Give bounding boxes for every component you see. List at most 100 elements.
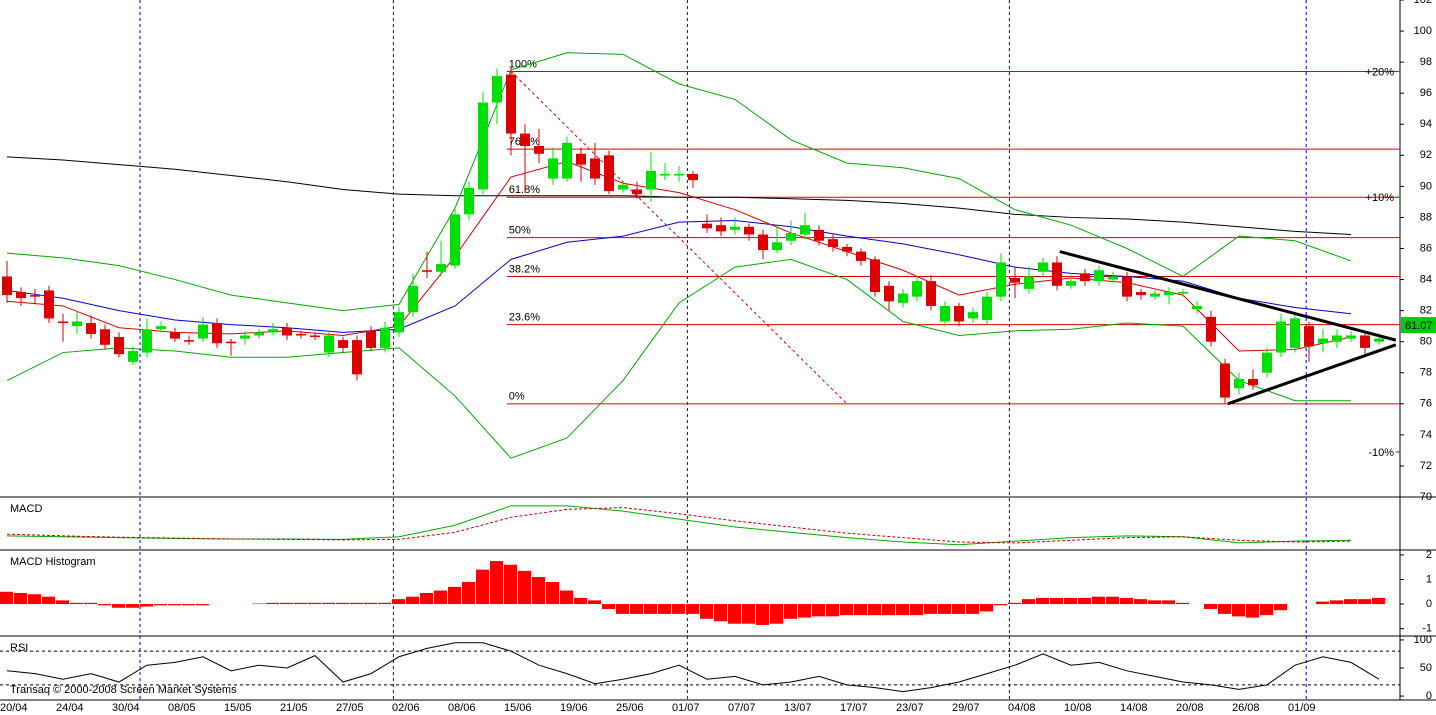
x-tick-label: 30/04 [112,702,140,714]
y-tick-label: -1 [1422,623,1432,635]
indicator-line [6,156,1352,236]
y-tick-label: 84 [1420,273,1432,285]
x-tick-label: 21/05 [280,702,308,714]
x-tick-label: 24/04 [56,702,84,714]
candle-body [758,234,768,251]
candle-body [548,158,558,179]
candle-body [786,232,796,241]
candle-body [842,246,852,252]
histogram-bar [1274,604,1287,611]
histogram-bar [0,591,13,605]
y-tick-label: 0 [1426,598,1432,610]
candle-body [702,223,712,229]
trendline [1227,343,1397,406]
candle-body [1332,335,1342,342]
histogram-bar [1330,600,1343,605]
candle-body [898,293,908,303]
y-tick-label: 82 [1420,305,1432,317]
last-price-box [1401,317,1436,334]
x-tick-label: 15/05 [224,702,252,714]
candle-body [646,170,656,190]
candle-body [814,229,824,241]
x-tick-label: 10/08 [1064,702,1092,714]
candle-body [1304,326,1314,347]
histogram-bar [1008,602,1021,605]
y-tick-label: 50 [1420,662,1432,674]
histogram-bar [896,604,909,616]
histogram-bar [434,590,447,605]
histogram-bar [406,596,419,605]
histogram-bar [462,581,475,605]
candle-body [72,321,82,327]
histogram-bar [126,604,139,608]
histogram-bar [98,604,111,606]
indicator-line [6,52,1352,312]
candle-body [324,335,334,353]
y-tick-label: 102 [1414,0,1432,6]
candle-body [86,323,96,334]
candle-body [1038,262,1048,272]
histogram-bar [770,604,783,624]
candle-body [366,330,376,348]
candle-body [1290,318,1300,348]
y-tick-label: 78 [1420,367,1432,379]
candle-body [1248,378,1258,386]
candle-body [240,335,250,339]
y-tick-label: 1 [1426,573,1432,585]
candle-body [128,351,138,362]
candle-body [1220,363,1230,398]
candle-body [310,335,320,338]
histogram-bar [658,604,671,614]
x-tick-label: 23/07 [896,702,924,714]
histogram-bar [112,604,125,608]
candle-body [380,327,390,348]
candle-body [198,324,208,339]
histogram-bar [364,602,377,605]
last-price-label: 81.07 [1405,320,1433,332]
candle-body [1080,273,1090,282]
histogram-bar [1260,604,1273,616]
candle-body [44,290,54,319]
y-tick-label: 76 [1420,398,1432,410]
candle-body [1360,335,1370,348]
candle-body [394,312,404,333]
histogram-bar [1092,596,1105,605]
y-tick-label: 2 [1426,549,1432,561]
x-tick-label: 08/06 [448,702,476,714]
candle-body [268,329,278,333]
candle-body [478,102,488,190]
x-tick-label: 26/08 [1232,702,1260,714]
candle-body [856,251,866,261]
x-tick-label: 08/05 [168,702,196,714]
candle-body [1192,305,1202,310]
candle-body [1346,335,1356,339]
candle-body [982,296,992,320]
histogram-bar [714,604,727,622]
y-tick-label: 90 [1420,180,1432,192]
histogram-bar [798,604,811,618]
candle-body [520,133,530,146]
histogram-bar [1176,602,1189,605]
candle-body [716,225,726,232]
candle-body [506,74,516,134]
candle-body [408,285,418,313]
x-tick-label: 20/04 [0,702,28,714]
candle-body [464,187,474,215]
histogram-bar [140,604,153,607]
percent-label: -10% [1368,447,1394,459]
candle-body [142,329,152,353]
y-tick-label: 100 [1414,25,1432,37]
histogram-bar [672,604,685,614]
histogram-bar [1050,597,1063,605]
histogram-bar [756,604,769,625]
candle-body [114,337,124,355]
panel-title: RSI [10,642,28,654]
footer: Transaq © 2000-2008 Screen Market System… [10,684,237,696]
y-tick-label: 74 [1420,429,1432,441]
panel-title: MACD Histogram [10,556,96,568]
histogram-bar [1148,600,1161,605]
candle-body [772,242,782,251]
y-tick-label: 70 [1420,491,1432,503]
candle-body [282,327,292,336]
